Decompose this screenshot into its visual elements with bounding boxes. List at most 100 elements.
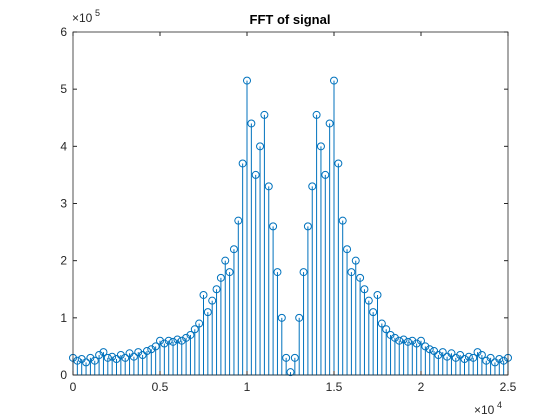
stem-marker bbox=[399, 335, 408, 344]
stem-marker bbox=[151, 342, 160, 351]
x-tick-label: 1.5 bbox=[326, 380, 343, 394]
x-exponent-power: 4 bbox=[497, 400, 502, 410]
stem-marker bbox=[212, 285, 221, 294]
stem-marker bbox=[138, 350, 147, 359]
stem-marker bbox=[108, 352, 117, 361]
stem-marker bbox=[495, 354, 504, 363]
stem-marker bbox=[377, 319, 386, 328]
stem-marker bbox=[499, 356, 508, 365]
stem-marker bbox=[464, 352, 473, 361]
stem-marker bbox=[177, 336, 186, 345]
stem-marker bbox=[321, 170, 330, 179]
y-tick-label: 3 bbox=[60, 197, 67, 211]
stem-marker bbox=[430, 346, 439, 355]
stem-marker bbox=[473, 348, 482, 357]
y-tick-label: 5 bbox=[60, 82, 67, 96]
stem-marker bbox=[229, 245, 238, 254]
x-tick-label: 1 bbox=[244, 380, 251, 394]
stem-marker bbox=[234, 216, 243, 225]
stem-marker bbox=[142, 346, 151, 355]
stem-marker bbox=[343, 245, 352, 254]
stem-marker bbox=[386, 330, 395, 339]
stem-marker bbox=[425, 345, 434, 354]
stem-marker bbox=[451, 353, 460, 362]
stem-marker bbox=[243, 76, 251, 85]
stem-marker bbox=[295, 313, 304, 322]
stem-marker bbox=[164, 336, 173, 345]
x-exponent-base: ×10 bbox=[474, 403, 495, 417]
stem-marker bbox=[73, 356, 82, 365]
stem-marker bbox=[460, 354, 469, 363]
stem-marker bbox=[312, 110, 321, 119]
stem-marker bbox=[216, 273, 225, 282]
stem-marker bbox=[290, 353, 299, 362]
x-tick-label: 0 bbox=[70, 380, 77, 394]
stem-marker bbox=[129, 352, 138, 361]
stem-marker bbox=[408, 336, 417, 345]
stem-marker bbox=[334, 159, 343, 168]
stem-marker bbox=[477, 350, 486, 359]
stem-marker bbox=[351, 256, 360, 265]
stem-marker bbox=[369, 308, 378, 317]
stem-marker bbox=[308, 182, 317, 191]
stem-marker bbox=[438, 348, 447, 357]
stem-marker bbox=[486, 353, 495, 362]
stem-marker bbox=[390, 333, 399, 342]
y-tick-label: 1 bbox=[60, 311, 67, 325]
stem-marker bbox=[316, 142, 325, 151]
stem-marker bbox=[434, 350, 443, 359]
stem-marker bbox=[160, 339, 169, 348]
stem-marker bbox=[482, 356, 491, 365]
stem-marker bbox=[121, 353, 130, 362]
stem-marker bbox=[208, 296, 217, 305]
y-tick-label: 6 bbox=[60, 25, 67, 39]
y-tick-label: 4 bbox=[60, 139, 67, 153]
stem-marker bbox=[186, 330, 195, 339]
stem-marker bbox=[99, 348, 108, 357]
stem-marker bbox=[173, 335, 182, 344]
stem-marker bbox=[264, 182, 273, 191]
stem-marker bbox=[456, 350, 465, 359]
stem-marker bbox=[103, 353, 112, 362]
stem-marker bbox=[299, 268, 308, 277]
chart-title: FFT of signal bbox=[250, 12, 331, 27]
stem-marker bbox=[373, 290, 382, 299]
stem-marker bbox=[330, 76, 338, 85]
stem-marker bbox=[303, 222, 312, 231]
stem-marker bbox=[256, 142, 265, 151]
y-exponent-base: ×10 bbox=[72, 11, 93, 25]
stem-marker bbox=[356, 273, 365, 282]
stem-marker bbox=[112, 354, 121, 363]
stem-marker bbox=[247, 119, 256, 128]
x-tick-label: 2.5 bbox=[500, 380, 517, 394]
stem-marker bbox=[238, 159, 247, 168]
y-tick-label: 2 bbox=[60, 254, 67, 268]
stem-marker bbox=[90, 356, 99, 365]
stem-marker bbox=[325, 119, 334, 128]
stem-marker bbox=[95, 350, 104, 359]
stem-marker bbox=[251, 170, 260, 179]
stem-marker bbox=[134, 348, 143, 357]
stem-marker bbox=[169, 337, 178, 346]
stem-marker bbox=[447, 349, 456, 358]
y-exponent-power: 5 bbox=[95, 8, 100, 18]
stem-marker bbox=[195, 319, 204, 328]
stem-marker bbox=[360, 285, 369, 294]
stem-marker bbox=[199, 290, 208, 299]
stem-marker bbox=[417, 336, 425, 345]
stem-marker bbox=[395, 336, 404, 345]
stem-marker bbox=[273, 268, 282, 277]
x-tick-label: 2 bbox=[418, 380, 425, 394]
stem-marker bbox=[225, 268, 234, 277]
stem-marker bbox=[403, 337, 412, 346]
stem-marker bbox=[338, 216, 347, 225]
stem-marker bbox=[203, 308, 212, 317]
y-tick-label: 0 bbox=[60, 368, 67, 382]
stem-marker bbox=[277, 313, 286, 322]
stem-marker bbox=[147, 345, 156, 354]
stem-marker bbox=[469, 353, 478, 362]
x-tick-label: 0.5 bbox=[152, 380, 169, 394]
stem-marker bbox=[286, 368, 295, 377]
